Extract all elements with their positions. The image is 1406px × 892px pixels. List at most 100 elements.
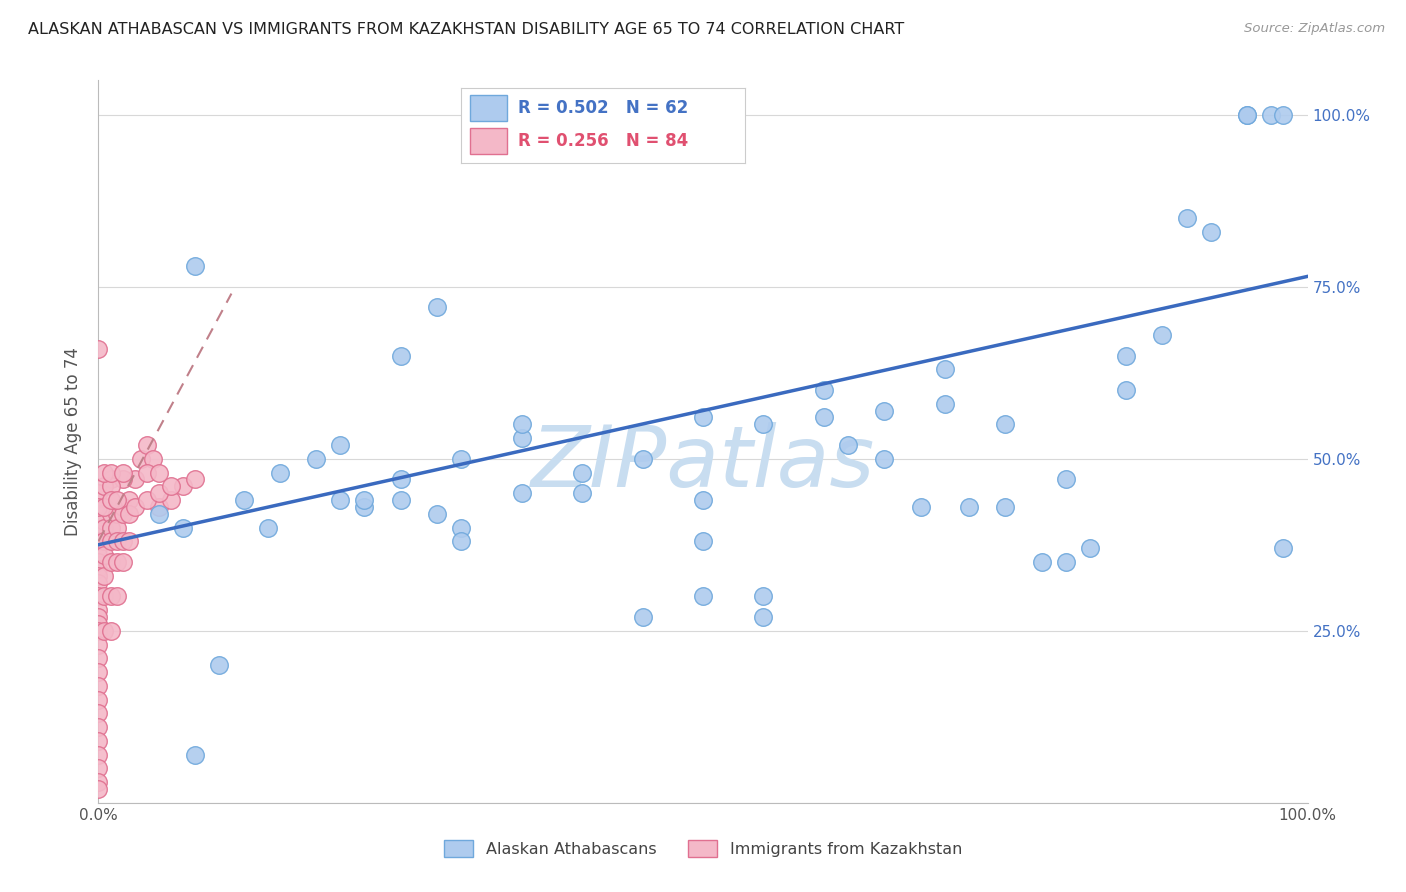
Point (813, 383, 835, 397)
Point (426, 301, 449, 315)
Point (87, 747, 110, 762)
Point (118, 534, 141, 549)
Point (994, 500, 1017, 514)
Point (1236, 108, 1258, 122)
Point (1054, 472, 1077, 486)
Point (105, 507, 128, 521)
Point (87, 761, 110, 775)
Point (172, 479, 194, 493)
Point (87, 775, 110, 789)
Point (118, 507, 141, 521)
Point (87, 555, 110, 569)
Text: ALASKAN ATHABASCAN VS IMMIGRANTS FROM KAZAKHSTAN DISABILITY AGE 65 TO 74 CORRELA: ALASKAN ATHABASCAN VS IMMIGRANTS FROM KA… (28, 22, 904, 37)
Point (353, 493, 375, 508)
Point (87, 706, 110, 721)
Point (172, 520, 194, 534)
Point (87, 624, 110, 638)
Point (148, 507, 170, 521)
Point (93, 500, 115, 514)
Point (957, 500, 980, 514)
Point (100, 520, 122, 534)
Point (100, 466, 122, 480)
Point (93, 624, 115, 638)
Point (510, 431, 533, 445)
Point (873, 403, 896, 417)
Point (510, 417, 533, 432)
Point (329, 493, 352, 508)
Point (450, 451, 472, 466)
Point (100, 479, 122, 493)
Point (208, 658, 231, 673)
Point (87, 610, 110, 624)
Point (87, 590, 110, 604)
Point (87, 638, 110, 652)
Point (1272, 108, 1295, 122)
Point (426, 507, 449, 521)
Point (692, 534, 714, 549)
Point (1152, 327, 1174, 342)
Point (692, 590, 714, 604)
Point (87, 514, 110, 528)
Point (100, 555, 122, 569)
Point (87, 342, 110, 356)
Point (256, 520, 278, 534)
Point (135, 438, 157, 452)
Point (329, 438, 352, 452)
Point (111, 500, 134, 514)
Point (93, 548, 115, 562)
Point (100, 507, 122, 521)
Point (142, 451, 165, 466)
Point (129, 451, 152, 466)
Point (93, 520, 115, 534)
Point (752, 590, 775, 604)
Point (389, 472, 412, 486)
Point (135, 493, 157, 508)
Point (100, 590, 122, 604)
Point (450, 520, 472, 534)
Point (87, 486, 110, 500)
Point (118, 493, 141, 508)
Point (105, 590, 128, 604)
Point (93, 466, 115, 480)
Point (510, 486, 533, 500)
Point (93, 514, 115, 528)
Point (450, 534, 472, 549)
Point (87, 782, 110, 797)
Point (547, 108, 569, 122)
Point (631, 451, 654, 466)
Point (87, 520, 110, 534)
Point (124, 472, 146, 486)
Point (813, 410, 835, 425)
Point (148, 466, 170, 480)
Point (87, 679, 110, 693)
Point (87, 534, 110, 549)
Point (93, 479, 115, 493)
Point (105, 520, 128, 534)
Point (105, 534, 128, 549)
Point (232, 493, 254, 508)
Point (692, 493, 714, 508)
Point (1236, 108, 1258, 122)
Point (87, 548, 110, 562)
Point (100, 624, 122, 638)
Point (160, 479, 183, 493)
Legend: Alaskan Athabascans, Immigrants from Kazakhstan: Alaskan Athabascans, Immigrants from Kaz… (437, 834, 969, 863)
Point (571, 466, 593, 480)
Point (87, 541, 110, 556)
Point (100, 472, 122, 486)
Point (269, 466, 291, 480)
Point (87, 692, 110, 706)
Point (87, 616, 110, 631)
Point (105, 555, 128, 569)
Point (111, 466, 134, 480)
Point (184, 747, 207, 762)
Point (353, 500, 375, 514)
Point (994, 417, 1017, 432)
Point (389, 349, 412, 363)
Point (87, 720, 110, 734)
Point (87, 507, 110, 521)
Point (1115, 349, 1137, 363)
Point (124, 500, 146, 514)
Point (87, 651, 110, 665)
Point (148, 486, 170, 500)
